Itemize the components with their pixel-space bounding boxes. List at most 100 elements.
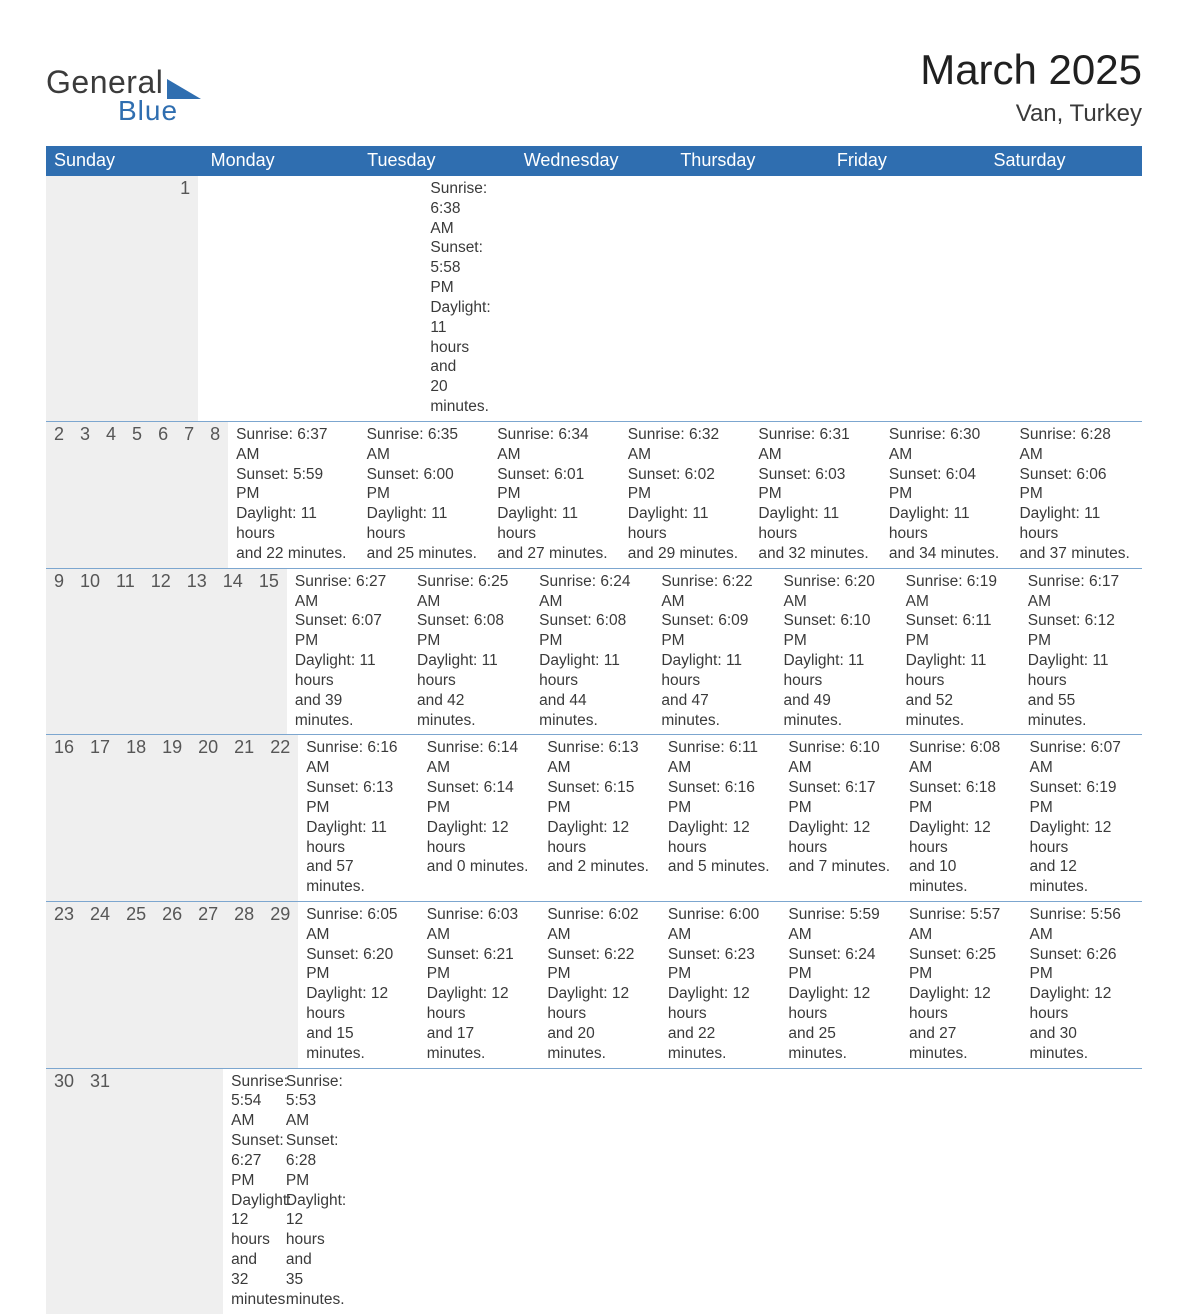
sunrise-label: Sunrise: 6:00 AM [668, 905, 773, 945]
sunrise-label: Sunrise: 6:02 AM [547, 905, 652, 945]
sunset-label: Sunset: 6:11 PM [906, 611, 1012, 651]
daylight-label-2: and 2 minutes. [547, 857, 652, 877]
day-number [151, 176, 172, 421]
week-row: 2345678Sunrise: 6:37 AMSunset: 5:59 PMDa… [46, 421, 1142, 568]
day-cell: Sunrise: 6:03 AMSunset: 6:21 PMDaylight:… [419, 902, 540, 1068]
daylight-label-1: Daylight: 12 hours [668, 984, 773, 1024]
daylight-label-2: and 20 minutes. [547, 1024, 652, 1064]
sunrise-label: Sunrise: 6:07 AM [1030, 738, 1135, 778]
day-number: 20 [190, 735, 226, 901]
day-number: 10 [72, 569, 108, 735]
day-body-row: Sunrise: 6:27 AMSunset: 6:07 PMDaylight:… [287, 569, 1142, 735]
sunrise-label: Sunrise: 6:14 AM [427, 738, 532, 778]
weekday-header: Friday [829, 146, 986, 176]
daylight-label-2: and 30 minutes. [1030, 1024, 1135, 1064]
daylight-label-1: Daylight: 12 hours [788, 984, 893, 1024]
day-number [130, 176, 151, 421]
daylight-label-2: and 35 minutes. [286, 1250, 325, 1309]
daylight-label-1: Daylight: 12 hours [788, 818, 893, 858]
day-number: 26 [154, 902, 190, 1068]
daylight-label-2: and 37 minutes. [1019, 544, 1134, 564]
day-body-row: Sunrise: 6:16 AMSunset: 6:13 PMDaylight:… [298, 735, 1142, 901]
day-cell: Sunrise: 6:05 AMSunset: 6:20 PMDaylight:… [298, 902, 419, 1068]
sunset-label: Sunset: 6:23 PM [668, 945, 773, 985]
sunset-label: Sunset: 6:15 PM [547, 778, 652, 818]
brand-logo: General Blue [46, 64, 201, 127]
day-cell: Sunrise: 5:59 AMSunset: 6:24 PMDaylight:… [780, 902, 901, 1068]
daylight-label-2: and 55 minutes. [1028, 691, 1134, 731]
sunrise-label: Sunrise: 6:31 AM [758, 425, 873, 465]
daylight-label-2: and 5 minutes. [668, 857, 773, 877]
sunset-label: Sunset: 6:16 PM [668, 778, 773, 818]
sunrise-label: Sunrise: 6:10 AM [788, 738, 893, 778]
sunset-label: Sunset: 6:24 PM [788, 945, 893, 985]
sunset-label: Sunset: 6:12 PM [1028, 611, 1134, 651]
day-number [118, 1069, 139, 1314]
daylight-label-1: Daylight: 11 hours [497, 504, 612, 544]
sunset-label: Sunset: 6:07 PM [295, 611, 401, 651]
sunset-label: Sunset: 6:22 PM [547, 945, 652, 985]
location-label: Van, Turkey [920, 100, 1142, 128]
daylight-label-1: Daylight: 11 hours [295, 651, 401, 691]
sunrise-label: Sunrise: 6:11 AM [668, 738, 773, 778]
day-number-row: 16171819202122 [46, 735, 298, 901]
sunset-label: Sunset: 6:27 PM [231, 1131, 270, 1190]
sunrise-label: Sunrise: 5:54 AM [231, 1072, 270, 1131]
day-number: 16 [46, 735, 82, 901]
sunset-label: Sunset: 6:14 PM [427, 778, 532, 818]
day-cell [385, 176, 422, 421]
sunrise-label: Sunrise: 6:32 AM [628, 425, 743, 465]
day-cell [235, 176, 272, 421]
daylight-label-1: Daylight: 11 hours [1028, 651, 1134, 691]
day-cell: Sunrise: 5:53 AMSunset: 6:28 PMDaylight:… [278, 1069, 333, 1314]
day-cell: Sunrise: 6:13 AMSunset: 6:15 PMDaylight:… [539, 735, 660, 901]
daylight-label-2: and 42 minutes. [417, 691, 523, 731]
daylight-label-1: Daylight: 12 hours [909, 984, 1014, 1024]
daylight-label-2: and 0 minutes. [427, 857, 532, 877]
weekday-header: Wednesday [516, 146, 673, 176]
day-cell: Sunrise: 6:02 AMSunset: 6:22 PMDaylight:… [539, 902, 660, 1068]
day-number: 2 [46, 422, 72, 568]
daylight-label-2: and 20 minutes. [430, 357, 451, 416]
sunset-label: Sunset: 6:02 PM [628, 465, 743, 505]
daylight-label-2: and 49 minutes. [783, 691, 889, 731]
week-row: 3031 Sunrise: 5:54 AMSunset: 6:27 PMDayl… [46, 1068, 1142, 1314]
day-number: 29 [262, 902, 298, 1068]
day-cell: Sunrise: 6:11 AMSunset: 6:16 PMDaylight:… [660, 735, 781, 901]
day-cell: Sunrise: 6:37 AMSunset: 5:59 PMDaylight:… [228, 422, 359, 568]
day-number: 15 [251, 569, 287, 735]
day-cell: Sunrise: 6:35 AMSunset: 6:00 PMDaylight:… [359, 422, 490, 568]
day-number: 19 [154, 735, 190, 901]
week-row: 16171819202122Sunrise: 6:16 AMSunset: 6:… [46, 734, 1142, 901]
daylight-label-1: Daylight: 11 hours [889, 504, 1004, 544]
day-cell [333, 1069, 388, 1314]
sunrise-label: Sunrise: 6:08 AM [909, 738, 1014, 778]
daylight-label-1: Daylight: 12 hours [231, 1191, 270, 1250]
day-number: 24 [82, 902, 118, 1068]
day-cell [273, 176, 310, 421]
day-cell [442, 1069, 497, 1314]
sunrise-label: Sunrise: 5:53 AM [286, 1072, 325, 1131]
daylight-label-1: Daylight: 11 hours [661, 651, 767, 691]
day-number-row: 9101112131415 [46, 569, 287, 735]
daylight-label-2: and 32 minutes. [231, 1250, 270, 1309]
sunset-label: Sunset: 6:10 PM [783, 611, 889, 651]
sunrise-label: Sunrise: 5:57 AM [909, 905, 1014, 945]
day-number: 28 [226, 902, 262, 1068]
sunset-label: Sunset: 6:25 PM [909, 945, 1014, 985]
daylight-label-1: Daylight: 11 hours [758, 504, 873, 544]
weekday-header: Sunday [46, 146, 203, 176]
daylight-label-1: Daylight: 11 hours [306, 818, 411, 858]
sunset-label: Sunset: 6:08 PM [539, 611, 645, 651]
weekday-header: Saturday [985, 146, 1142, 176]
daylight-label-2: and 12 minutes. [1030, 857, 1135, 897]
day-cell: Sunrise: 6:10 AMSunset: 6:17 PMDaylight:… [780, 735, 901, 901]
sunset-label: Sunset: 6:19 PM [1030, 778, 1135, 818]
daylight-label-1: Daylight: 12 hours [547, 984, 652, 1024]
daylight-label-2: and 25 minutes. [788, 1024, 893, 1064]
day-cell: Sunrise: 6:14 AMSunset: 6:14 PMDaylight:… [419, 735, 540, 901]
day-number-row: 3031 [46, 1069, 223, 1314]
daylight-label-1: Daylight: 11 hours [417, 651, 523, 691]
day-body-row: Sunrise: 5:54 AMSunset: 6:27 PMDaylight:… [223, 1069, 606, 1314]
day-cell: Sunrise: 6:38 AMSunset: 5:58 PMDaylight:… [422, 176, 459, 421]
